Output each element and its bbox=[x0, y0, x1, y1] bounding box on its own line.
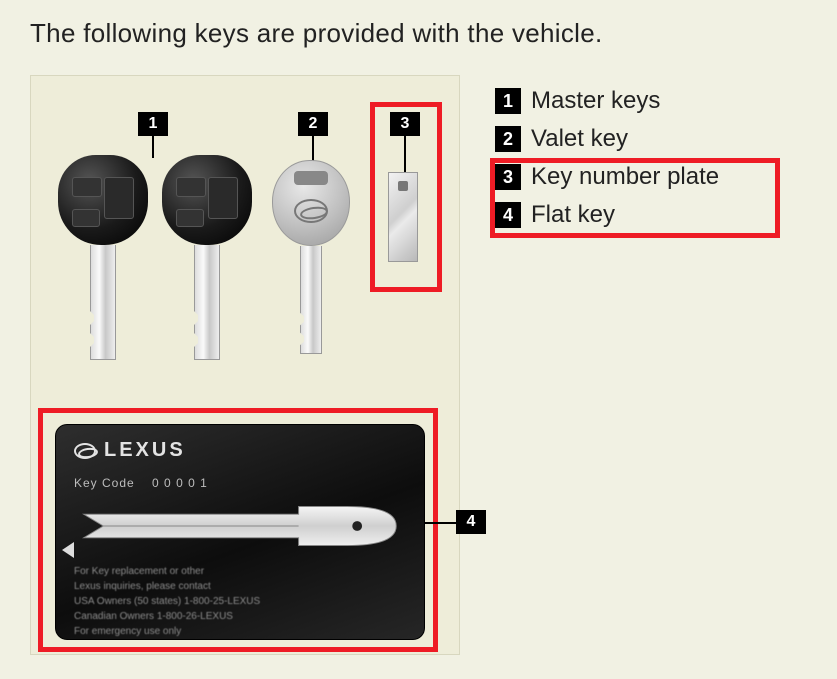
callout-line-2 bbox=[312, 136, 314, 162]
flat-key-icon bbox=[74, 496, 406, 556]
card-brand: LEXUS bbox=[74, 439, 406, 462]
legend-item-valet-key: 2 Valet key bbox=[495, 120, 719, 158]
key-code-label: Key Code bbox=[74, 476, 135, 490]
master-key-head-icon bbox=[162, 155, 252, 245]
lexus-logo-icon bbox=[74, 443, 96, 459]
callout-line-3 bbox=[404, 136, 406, 172]
callout-label-4: 4 bbox=[456, 510, 486, 534]
fine-print-line: For Key replacement or other bbox=[74, 564, 406, 579]
fine-print-line: Lexus inquiries, please contact bbox=[74, 579, 406, 594]
lexus-logo-icon bbox=[294, 199, 328, 223]
key-code-value: 0 0 0 0 1 bbox=[152, 476, 208, 490]
legend-badge-1: 1 bbox=[495, 88, 521, 114]
master-key-head-icon bbox=[58, 155, 148, 245]
key-blade-icon bbox=[300, 246, 322, 354]
legend-label-2: Valet key bbox=[531, 125, 628, 153]
fine-print-line: For emergency use only bbox=[74, 624, 406, 639]
callout-label-2: 2 bbox=[298, 112, 328, 136]
legend-item-master-keys: 1 Master keys bbox=[495, 82, 719, 120]
key-number-plate bbox=[388, 172, 418, 262]
legend-badge-2: 2 bbox=[495, 126, 521, 152]
flat-key-card: LEXUS Key Code 0 0 0 0 1 For Key replace… bbox=[55, 424, 425, 640]
highlight-box-legend bbox=[490, 158, 780, 238]
card-brand-text: LEXUS bbox=[104, 439, 186, 462]
page-heading: The following keys are provided with the… bbox=[30, 18, 603, 49]
key-blade-icon bbox=[194, 245, 220, 360]
legend-label-1: Master keys bbox=[531, 87, 660, 115]
key-blade-icon bbox=[90, 245, 116, 360]
fine-print-line: Canadian Owners 1-800-26-LEXUS bbox=[74, 609, 406, 624]
callout-label-3: 3 bbox=[390, 112, 420, 136]
key-code-row: Key Code 0 0 0 0 1 bbox=[74, 476, 406, 490]
master-key-2 bbox=[162, 155, 252, 360]
callout-label-1: 1 bbox=[138, 112, 168, 136]
card-fine-print: For Key replacement or other Lexus inqui… bbox=[74, 564, 406, 639]
valet-key bbox=[272, 160, 350, 354]
master-key-1 bbox=[58, 155, 148, 360]
callout-line-1 bbox=[152, 136, 154, 158]
fine-print-line: USA Owners (50 states) 1-800-25-LEXUS bbox=[74, 594, 406, 609]
arrow-left-icon bbox=[62, 542, 74, 558]
valet-key-head-icon bbox=[272, 160, 350, 246]
flat-key-illustration bbox=[74, 496, 406, 556]
